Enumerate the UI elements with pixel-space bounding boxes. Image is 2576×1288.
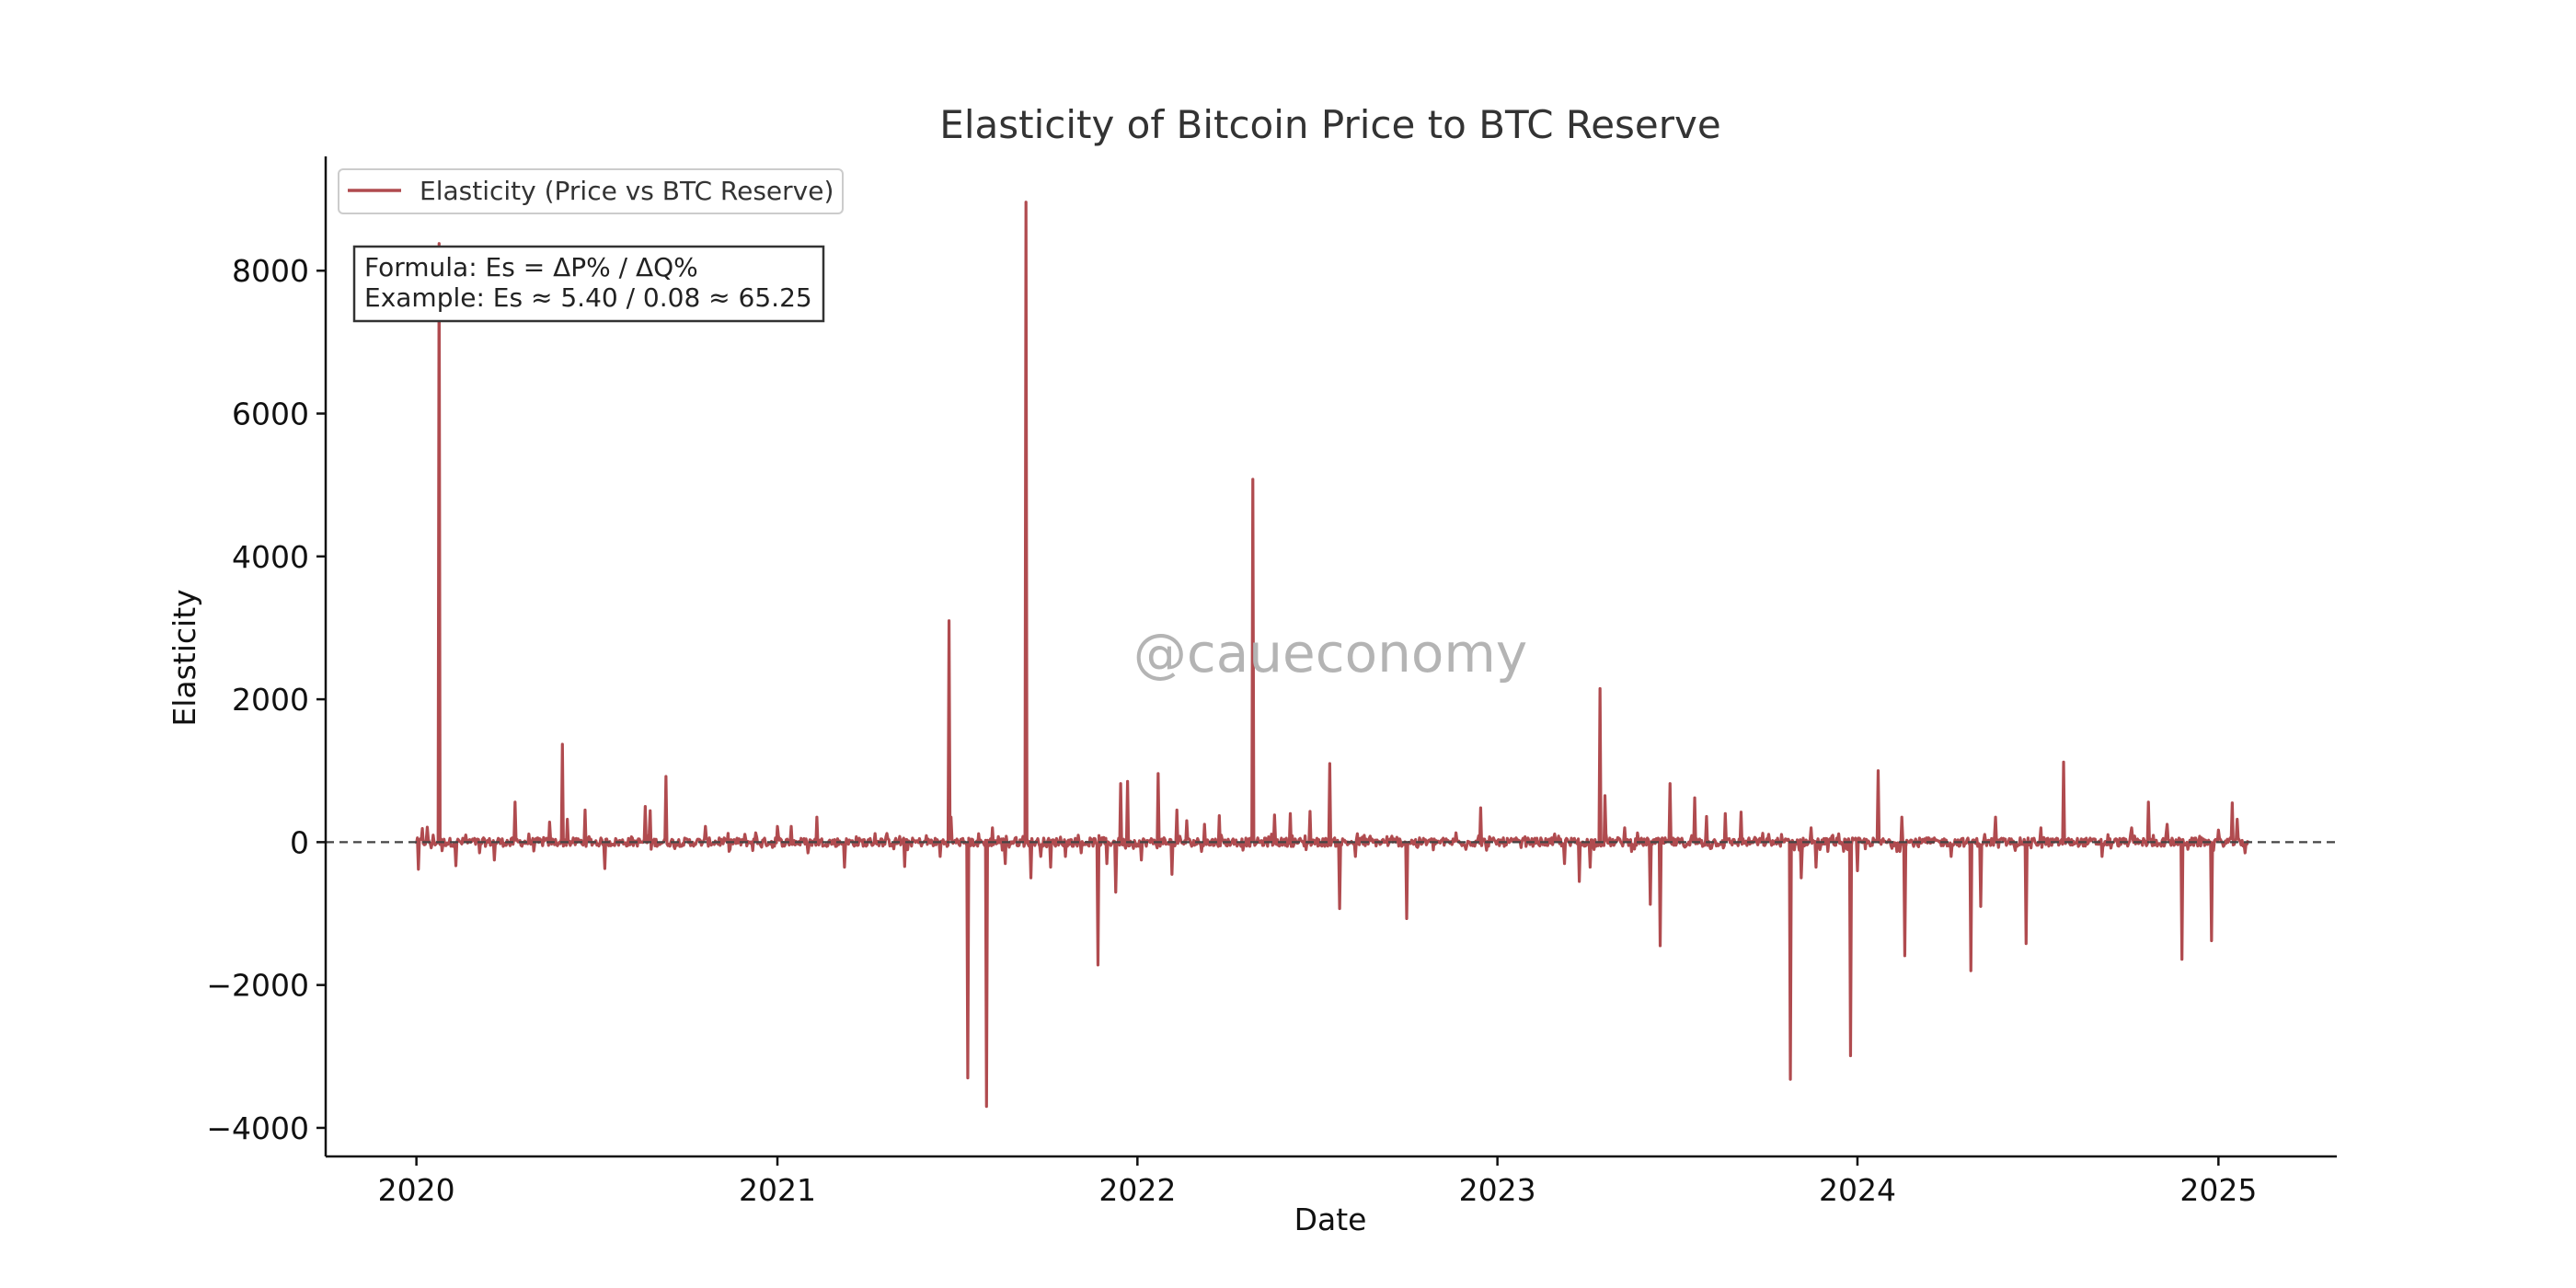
y-tick-label: 4000 [232,539,309,575]
y-tick-label: −4000 [206,1110,309,1146]
watermark-text: @caueconomy [1133,622,1527,684]
x-axis-label: Date [1294,1202,1367,1237]
x-tick-label: 2024 [1819,1172,1896,1208]
formula-box-border [352,245,825,323]
y-tick-label: −2000 [206,968,309,1004]
formula-box: Formula: Es = ΔP% / ΔQ% Example: Es ≈ 5.… [352,245,825,323]
legend: Elasticity (Price vs BTC Reserve) [338,168,844,214]
y-axis-ticks: −4000 −2000 0 2000 4000 6000 8000 [206,253,326,1146]
x-tick-label: 2025 [2179,1172,2257,1208]
legend-box [338,168,844,214]
x-tick-label: 2020 [378,1172,455,1208]
x-tick-label: 2021 [739,1172,816,1208]
legend-entry-label: Elasticity (Price vs BTC Reserve) [420,176,834,206]
x-tick-label: 2022 [1098,1172,1176,1208]
x-tick-label: 2023 [1459,1172,1536,1208]
y-tick-label: 8000 [232,253,309,289]
y-tick-label: 0 [290,824,309,860]
y-tick-label: 6000 [232,397,309,432]
example-line: Example: Es ≈ 5.40 / 0.08 ≈ 65.25 [364,282,812,313]
formula-line: Formula: Es = ΔP% / ΔQ% [364,252,698,282]
chart-title: Elasticity of Bitcoin Price to BTC Reser… [939,102,1720,147]
y-axis-label: Elasticity [167,589,202,726]
y-tick-label: 2000 [232,682,309,718]
x-axis-ticks: 2020 2021 2022 2023 2024 2025 [378,1156,2257,1208]
